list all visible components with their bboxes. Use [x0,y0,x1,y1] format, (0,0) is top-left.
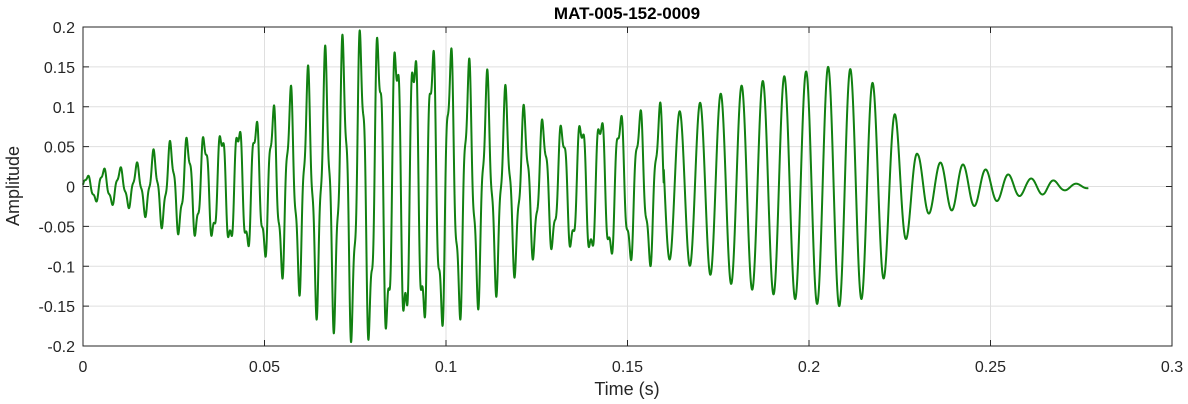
x-tick-label: 0.25 [975,359,1006,376]
x-axis: 0 0.05 0.1 0.15 0.2 0.25 0.3 [79,27,1183,376]
x-axis-label: Time (s) [594,379,659,399]
y-tick-label: 0.1 [53,100,75,117]
series-line-0 [82,29,1090,344]
x-tick-label: 0.2 [798,359,820,376]
x-tick-label: 0 [79,359,88,376]
y-tick-label: -0.1 [47,259,75,276]
x-tick-label: 0.05 [249,359,280,376]
y-tick-label: -0.05 [39,219,76,236]
x-tick-label: 0.1 [435,359,457,376]
y-tick-label: 0.2 [53,20,75,37]
y-tick-label: -0.15 [39,299,76,316]
y-tick-label: 0.05 [44,140,75,157]
y-tick-label: -0.2 [47,339,75,356]
y-axis: 0.2 0.15 0.1 0.05 0 -0.05 -0.1 -0.15 -0.2 [39,20,1172,356]
x-tick-label: 0.3 [1161,359,1183,376]
y-tick-label: 0 [66,180,75,197]
grid [82,26,1173,347]
plot-area [82,29,1090,344]
x-tick-label: 0.15 [612,359,643,376]
y-tick-label: 0.15 [44,60,75,77]
chart-title: MAT-005-152-0009 [554,4,700,23]
y-axis-label: Amplitude [3,146,23,226]
